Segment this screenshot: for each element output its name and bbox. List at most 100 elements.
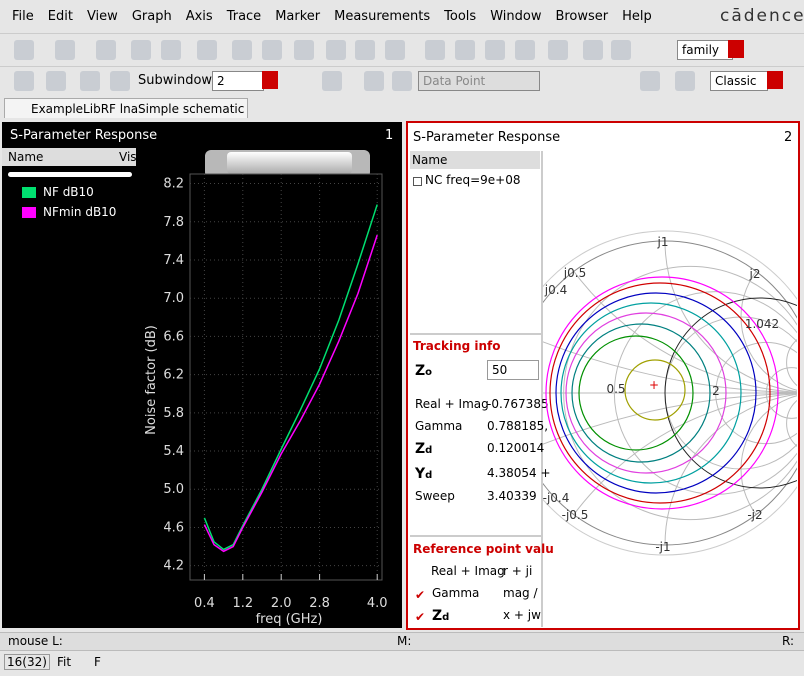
family-combo[interactable]: family (677, 40, 733, 60)
label-text: Gamma (415, 419, 463, 433)
column-header (410, 151, 540, 169)
menu-item[interactable]: Help (622, 8, 652, 24)
label-text: Real + Imag (415, 397, 489, 411)
menu-item[interactable]: Marker (275, 8, 321, 24)
toolbar-button[interactable] (161, 40, 181, 60)
toolbar-button[interactable] (583, 40, 603, 60)
toolbar-button[interactable] (55, 40, 75, 60)
status-text: Fit (57, 655, 72, 669)
reference-format: r + ji (503, 564, 533, 578)
status-bar: mouse L: M: R: (0, 632, 804, 650)
legend-label[interactable]: NF dB10 (43, 185, 94, 199)
label-subscript: o (425, 367, 433, 378)
style-combo[interactable]: Classic (710, 71, 768, 91)
label-text: Z (415, 441, 426, 457)
toolbar-button[interactable] (355, 40, 375, 60)
toolbar: family (0, 33, 804, 66)
checkbox[interactable]: ✔ (415, 588, 426, 602)
menu-item[interactable]: Axis (185, 8, 213, 24)
toolbar-button[interactable] (197, 40, 217, 60)
toolbar-button[interactable] (485, 40, 505, 60)
tracking-value: 3.40339 (487, 489, 537, 503)
separator (410, 535, 541, 537)
toolbar-button[interactable] (548, 40, 568, 60)
tracking-value: 4.38054 + (487, 466, 551, 480)
slider-thumb[interactable] (227, 152, 352, 174)
subwindows-label: Subwindows: (138, 73, 224, 88)
subwindows-combo[interactable]: 2 (212, 71, 264, 91)
menu-item[interactable]: Trace (226, 8, 262, 24)
toolbar-button[interactable] (425, 40, 445, 60)
combo-drop[interactable] (728, 40, 744, 58)
menu-item[interactable]: Window (490, 8, 542, 24)
status-text: mouse L: (8, 634, 63, 648)
toolbar-button[interactable] (131, 40, 151, 60)
status-text: 16(32) (4, 654, 50, 670)
menu-item[interactable]: File (12, 8, 34, 24)
tracking-label: Gamma (415, 419, 462, 433)
tree-expander[interactable] (413, 177, 422, 186)
toolbar-button[interactable] (80, 71, 100, 91)
toolbar-button[interactable] (640, 71, 660, 91)
menu-item[interactable]: View (86, 8, 118, 24)
toolbar-button[interactable] (385, 40, 405, 60)
column-header (2, 148, 136, 166)
toolbar-button[interactable] (14, 40, 34, 60)
column-name: Name (412, 153, 448, 167)
label-subscript: d (425, 445, 433, 456)
reference-label: Zd (432, 608, 449, 624)
toolbar-button[interactable] (14, 71, 34, 91)
toolbar-button[interactable] (46, 71, 66, 91)
toolbar-button[interactable] (232, 40, 252, 60)
label-text: Z (415, 363, 426, 379)
toolbar-button[interactable] (515, 40, 535, 60)
menu-item[interactable]: Edit (47, 8, 73, 24)
column-vis: Vis (119, 150, 137, 164)
tree-item[interactable]: NC freq=9e+08 (425, 173, 521, 187)
toolbar: Subwindows: 2 Data Point Classic (0, 66, 804, 97)
reference-format: mag / (503, 586, 538, 600)
toolbar-button[interactable] (326, 40, 346, 60)
toolbar-button[interactable] (364, 71, 384, 91)
combo-drop[interactable] (262, 71, 278, 89)
toolbar-button[interactable] (110, 71, 130, 91)
menu-item[interactable]: Tools (444, 8, 477, 24)
toolbar-button[interactable] (294, 40, 314, 60)
menu-item[interactable]: Graph (131, 8, 172, 24)
toolbar-button[interactable] (262, 40, 282, 60)
toolbar-button[interactable] (392, 71, 412, 91)
input-field[interactable]: 50 (487, 360, 539, 380)
logo: cādence (720, 6, 804, 26)
panel-title: S-Parameter Response (413, 130, 561, 145)
label-text: Real + Imag (431, 564, 505, 578)
toolbar-button[interactable] (96, 40, 116, 60)
status-bar: 16(32) Fit F (0, 650, 804, 675)
toolbar-button[interactable] (455, 40, 475, 60)
toolbar-button[interactable] (611, 40, 631, 60)
legend-swatch (22, 187, 36, 198)
reference-format: x + jw (503, 608, 541, 622)
menu-item[interactable]: Browser (555, 8, 609, 24)
toolbar-button[interactable] (675, 71, 695, 91)
section-title: Reference point valu (413, 542, 554, 556)
status-text: M: (397, 634, 412, 648)
checkbox[interactable]: ✔ (415, 610, 426, 624)
data-point-combo[interactable]: Data Point (418, 71, 540, 91)
label-text: Gamma (432, 586, 480, 600)
legend-swatch (22, 207, 36, 218)
section-title: Tracking info (413, 339, 501, 353)
menu-item[interactable]: Measurements (334, 8, 431, 24)
tab[interactable]: ExampleLibRF lnaSimple schematic (4, 98, 248, 118)
panel-number: 1 (385, 128, 394, 143)
reference-label: Real + Imag (431, 564, 505, 578)
legend-label[interactable]: NFmin dB10 (43, 205, 117, 219)
combo-drop[interactable] (767, 71, 783, 89)
status-text: R: (782, 634, 795, 648)
tracking-value: -0.767385 (487, 397, 549, 411)
right-panel: S-Parameter Response 2 Name NC freq=9e+08 Tr… (406, 121, 800, 630)
label-text: Sweep (415, 489, 455, 503)
toolbar-button[interactable] (322, 71, 342, 91)
tracking-value: 0.120014 (487, 441, 545, 455)
column-name: Name (8, 150, 44, 164)
